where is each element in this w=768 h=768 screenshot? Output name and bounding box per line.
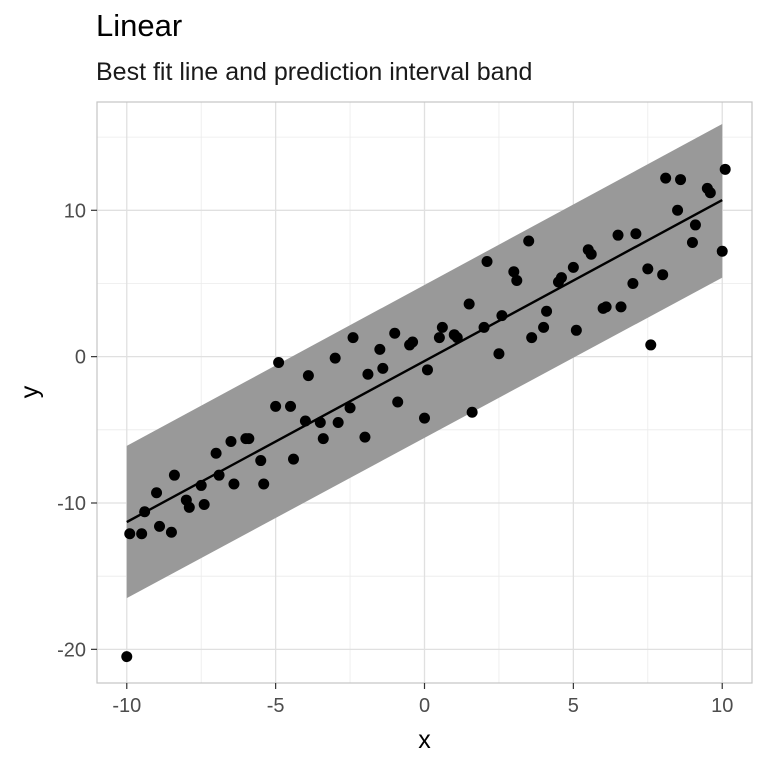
data-point bbox=[359, 431, 371, 443]
y-axis: -20 -10 0 10 bbox=[57, 200, 97, 661]
data-point bbox=[478, 321, 490, 333]
y-tick-label: 0 bbox=[75, 347, 86, 369]
data-point bbox=[243, 433, 255, 445]
data-point bbox=[436, 321, 448, 333]
data-point bbox=[270, 400, 282, 412]
data-point bbox=[719, 163, 731, 175]
data-point bbox=[541, 305, 553, 317]
data-point bbox=[228, 478, 240, 490]
data-point bbox=[183, 501, 195, 513]
data-point bbox=[195, 479, 207, 491]
data-point bbox=[612, 229, 624, 241]
data-point bbox=[213, 469, 225, 481]
x-axis: -10 -5 0 5 10 bbox=[112, 683, 733, 717]
data-point bbox=[657, 269, 669, 281]
data-point bbox=[523, 235, 535, 247]
data-point bbox=[481, 256, 493, 268]
data-point bbox=[642, 263, 654, 275]
data-point bbox=[567, 261, 579, 273]
data-point bbox=[392, 396, 404, 408]
chart-subtitle: Best fit line and prediction interval ba… bbox=[96, 58, 533, 86]
data-point bbox=[627, 277, 639, 289]
data-point bbox=[686, 236, 698, 248]
data-point bbox=[555, 272, 567, 284]
x-tick-label: 0 bbox=[419, 695, 430, 717]
chart-title: Linear bbox=[96, 8, 183, 43]
y-tick-label: -10 bbox=[57, 493, 86, 515]
data-point bbox=[645, 339, 657, 351]
data-point bbox=[258, 478, 270, 490]
data-point bbox=[314, 417, 326, 429]
x-tick-label: 10 bbox=[711, 695, 733, 717]
data-point bbox=[302, 370, 314, 382]
data-point bbox=[451, 332, 463, 344]
data-point bbox=[124, 528, 136, 540]
data-point bbox=[496, 310, 508, 322]
data-point bbox=[288, 453, 299, 465]
data-point bbox=[347, 332, 359, 344]
x-axis-title: x bbox=[418, 726, 431, 754]
x-tick-label: -10 bbox=[112, 695, 141, 717]
data-point bbox=[615, 301, 627, 313]
data-point bbox=[433, 332, 445, 344]
data-point bbox=[329, 352, 341, 364]
data-point bbox=[151, 487, 163, 499]
y-tick-label: -20 bbox=[57, 639, 86, 661]
data-point bbox=[526, 332, 538, 344]
data-point bbox=[377, 362, 389, 374]
data-point bbox=[362, 368, 374, 380]
data-point bbox=[704, 187, 716, 199]
data-point bbox=[374, 343, 386, 355]
data-point bbox=[168, 469, 180, 481]
data-point bbox=[716, 245, 728, 257]
x-tick-label: 5 bbox=[568, 695, 579, 717]
data-point bbox=[165, 526, 177, 538]
data-point bbox=[332, 417, 344, 429]
data-point bbox=[154, 520, 166, 532]
data-point bbox=[538, 321, 550, 333]
data-point bbox=[570, 324, 582, 336]
data-point bbox=[344, 402, 356, 414]
data-point bbox=[672, 204, 684, 216]
data-point bbox=[273, 356, 285, 368]
data-point bbox=[121, 651, 133, 663]
data-point bbox=[136, 528, 148, 540]
fit-line bbox=[126, 198, 723, 524]
data-point bbox=[419, 412, 430, 424]
data-point bbox=[689, 219, 701, 231]
data-point bbox=[255, 455, 267, 467]
data-point bbox=[139, 506, 151, 518]
x-tick-label: -5 bbox=[267, 695, 285, 717]
y-axis-title: y bbox=[16, 385, 44, 398]
data-point bbox=[389, 327, 401, 339]
data-point bbox=[421, 364, 433, 376]
data-point bbox=[466, 406, 478, 418]
y-tick-label: 10 bbox=[64, 200, 86, 222]
points-group bbox=[121, 163, 731, 663]
data-point bbox=[508, 266, 520, 278]
data-point bbox=[463, 298, 475, 310]
data-point bbox=[317, 433, 329, 445]
data-point bbox=[600, 301, 612, 313]
data-point bbox=[225, 436, 237, 448]
data-point bbox=[407, 336, 419, 348]
data-point bbox=[630, 228, 642, 240]
data-point bbox=[511, 275, 523, 287]
data-point bbox=[210, 447, 222, 459]
data-point bbox=[493, 348, 505, 360]
data-point bbox=[285, 400, 297, 412]
data-point bbox=[660, 172, 672, 184]
data-point bbox=[675, 174, 687, 186]
data-point bbox=[299, 415, 311, 427]
fit-line-group bbox=[126, 198, 723, 524]
data-point bbox=[585, 248, 597, 260]
data-point bbox=[198, 498, 210, 510]
